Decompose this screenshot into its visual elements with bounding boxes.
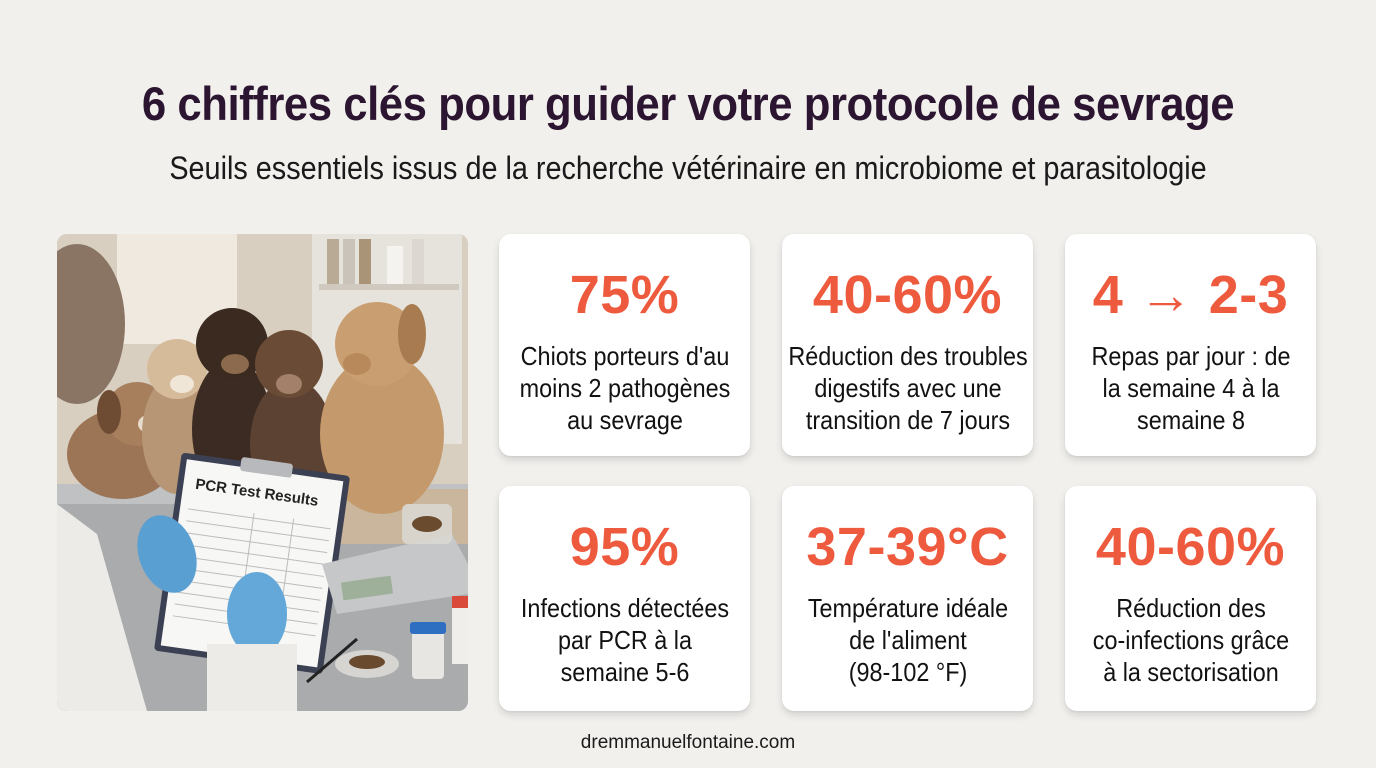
footer-website: dremmanuelfontaine.com xyxy=(580,732,796,753)
clipboard: PCR Test Results xyxy=(154,452,350,674)
stat-value: 95% xyxy=(569,517,680,577)
stat-value: 37-39°C xyxy=(806,517,1009,577)
stat-card-digestive-transition: 40-60% Réduction des troubles digestifs … xyxy=(782,234,1033,456)
page-title: 6 chiffres clés pour guider votre protoc… xyxy=(141,77,1235,130)
stat-description: Repas par jour : de la semaine 4 à la se… xyxy=(1090,341,1291,435)
stat-value: 4 → 2-3 xyxy=(1092,265,1289,325)
stat-card-pcr-detection: 95% Infections détectées par PCR à la se… xyxy=(499,486,750,711)
hero-photo: PCR Test Results xyxy=(57,234,468,711)
stat-description: Réduction des troubles digestifs avec un… xyxy=(787,341,1028,435)
stat-value: 40-60% xyxy=(812,265,1003,325)
stat-value: 75% xyxy=(569,265,680,325)
page-subtitle: Seuils essentiels issus de la recherche … xyxy=(169,150,1207,186)
stat-card-food-temperature: 37-39°C Température idéale de l'aliment … xyxy=(782,486,1033,711)
stat-description: Réduction des co-infections grâce à la s… xyxy=(1092,593,1289,687)
stat-card-pathogens: 75% Chiots porteurs d'au moins 2 pathogè… xyxy=(499,234,750,456)
stat-value: 40-60% xyxy=(1095,517,1286,577)
stat-card-meals-per-day: 4 → 2-3 Repas par jour : de la semaine 4… xyxy=(1065,234,1316,456)
stat-description: Température idéale de l'aliment (98-102 … xyxy=(807,593,1008,687)
stat-description: Infections détectées par PCR à la semain… xyxy=(520,593,729,687)
puppies-vet-illustration: PCR Test Results xyxy=(57,234,468,711)
scale xyxy=(322,534,468,614)
stat-card-coinfection-reduction: 40-60% Réduction des co-infections grâce… xyxy=(1065,486,1316,711)
stat-description: Chiots porteurs d'au moins 2 pathogènes … xyxy=(519,341,730,435)
puppy-5 xyxy=(320,302,444,514)
